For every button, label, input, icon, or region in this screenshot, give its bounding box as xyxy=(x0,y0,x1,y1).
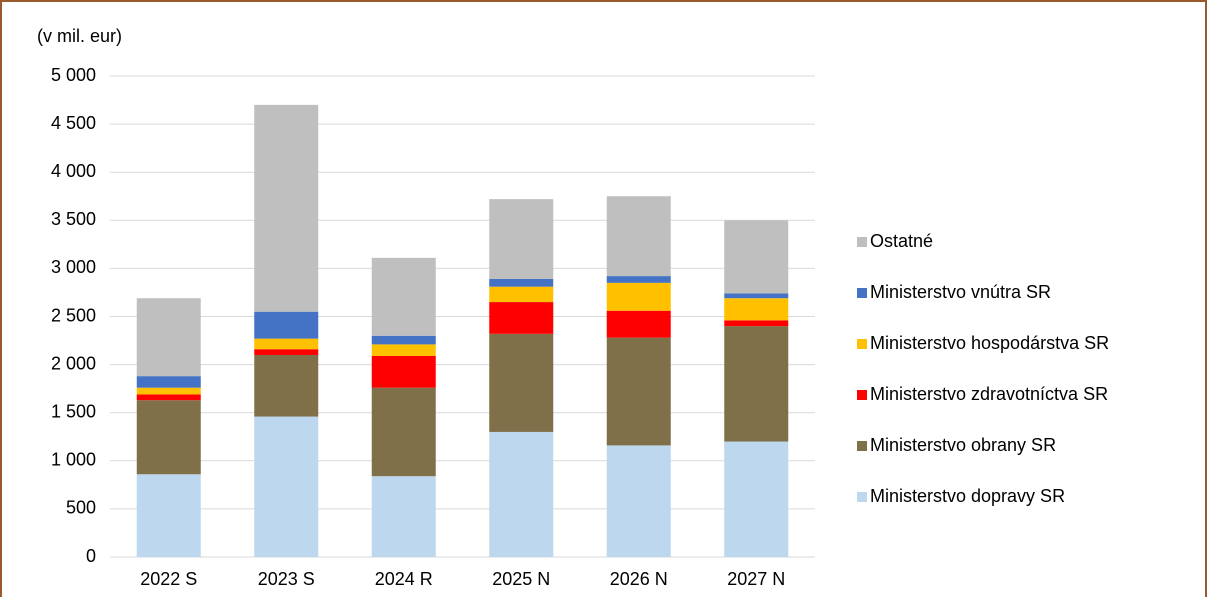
x-tick-label: 2023 S xyxy=(258,569,315,589)
bar-segment xyxy=(254,104,319,312)
y-tick-label: 3 000 xyxy=(51,257,96,277)
bar-segment xyxy=(606,282,671,311)
bar-segment xyxy=(489,278,554,287)
bar-segment xyxy=(371,355,436,388)
bar-segment xyxy=(606,276,671,283)
bar-segment xyxy=(371,344,436,356)
y-tick-label: 4 500 xyxy=(51,113,96,133)
legend-swatch xyxy=(857,492,867,502)
bar-segment xyxy=(254,416,319,557)
bar-segment xyxy=(724,220,789,294)
x-tick-label: 2026 N xyxy=(610,569,668,589)
legend-label: Ostatné xyxy=(870,231,933,251)
y-tick-label: 3 500 xyxy=(51,209,96,229)
bar-segment xyxy=(724,441,789,557)
legend-swatch xyxy=(857,339,867,349)
legend-swatch xyxy=(857,390,867,400)
y-tick-label: 2 000 xyxy=(51,353,96,373)
y-tick-label: 500 xyxy=(66,498,96,518)
bar-segment xyxy=(136,474,201,557)
x-tick-label: 2024 R xyxy=(375,569,433,589)
bar-segment xyxy=(254,311,319,339)
bar-segment xyxy=(136,376,201,388)
bar-segment xyxy=(371,476,436,557)
legend-label: Ministerstvo dopravy SR xyxy=(870,486,1065,506)
bar-segment xyxy=(489,333,554,432)
bar-segment xyxy=(371,387,436,477)
x-tick-label: 2022 S xyxy=(140,569,197,589)
legend-swatch xyxy=(857,288,867,298)
bar-segment xyxy=(136,400,201,475)
bar-segment xyxy=(254,354,319,417)
bar-segment xyxy=(489,286,554,303)
bar-segment xyxy=(724,326,789,442)
y-axis-label: (v mil. eur) xyxy=(37,26,122,46)
y-tick-label: 1 000 xyxy=(51,450,96,470)
y-tick-label: 4 000 xyxy=(51,161,96,181)
bar-segment xyxy=(724,293,789,299)
bar-segment xyxy=(606,337,671,446)
bar-segment xyxy=(606,310,671,338)
bar-segment xyxy=(489,302,554,334)
legend-label: Ministerstvo hospodárstva SR xyxy=(870,333,1109,353)
bar-segment xyxy=(254,349,319,355)
x-tick-label: 2027 N xyxy=(727,569,785,589)
legend-swatch xyxy=(857,237,867,247)
bar-segment xyxy=(254,338,319,350)
bar-segment xyxy=(724,298,789,321)
x-tick-label: 2025 N xyxy=(492,569,550,589)
bar-segment xyxy=(606,196,671,277)
legend-swatch xyxy=(857,441,867,451)
bar-segment xyxy=(724,320,789,327)
bar-segment xyxy=(136,387,201,395)
bar-segment xyxy=(136,298,201,377)
legend-label: Ministerstvo zdravotníctva SR xyxy=(870,384,1108,404)
y-tick-label: 1 500 xyxy=(51,401,96,421)
bar-segment xyxy=(489,199,554,279)
bar-segment xyxy=(371,257,436,336)
bar-segment xyxy=(606,445,671,557)
legend-label: Ministerstvo obrany SR xyxy=(870,435,1056,455)
bar-segment xyxy=(489,431,554,557)
y-tick-label: 2 500 xyxy=(51,305,96,325)
y-tick-label: 5 000 xyxy=(51,65,96,85)
bar-segment xyxy=(136,394,201,401)
legend-label: Ministerstvo vnútra SR xyxy=(870,282,1051,302)
bar-segment xyxy=(371,335,436,345)
y-tick-label: 0 xyxy=(86,546,96,566)
